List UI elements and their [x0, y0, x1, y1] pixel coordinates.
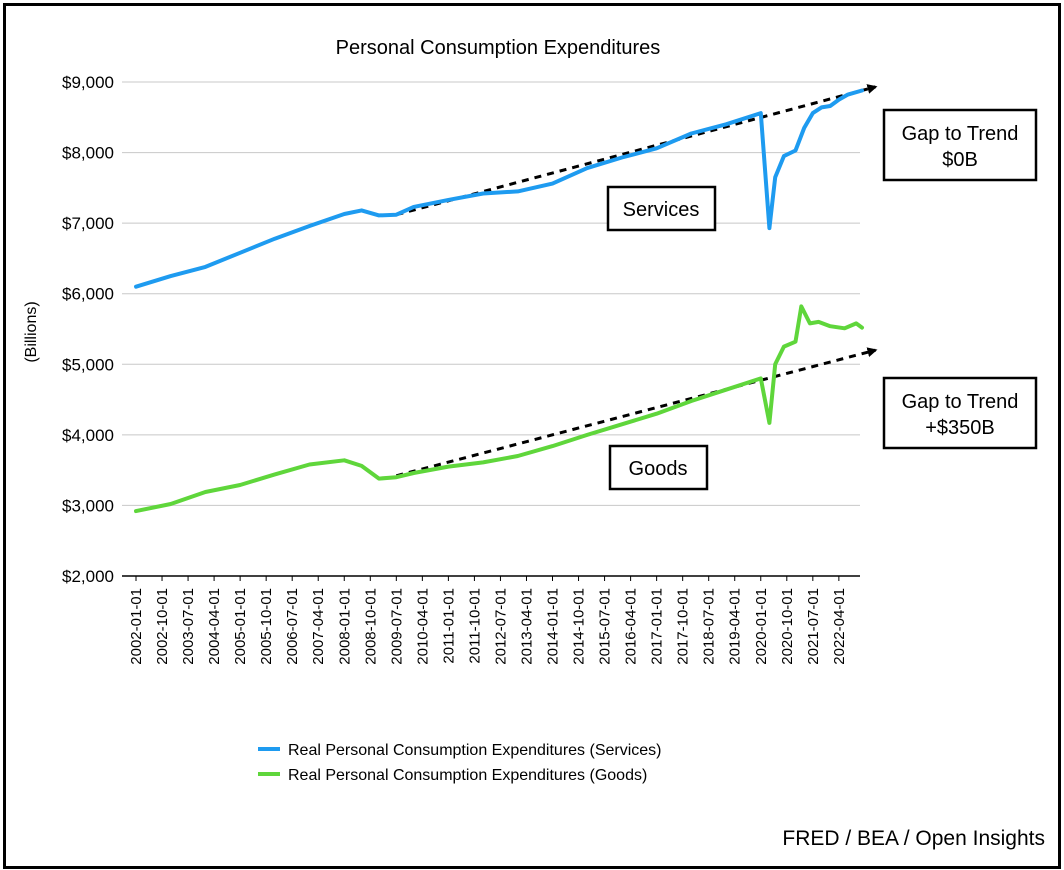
x-tick-label: 2017-01-01: [649, 588, 666, 665]
y-axis-label: (Billions): [23, 301, 40, 362]
x-tick-label: 2018-07-01: [701, 588, 718, 665]
x-tick-label: 2003-07-01: [180, 588, 197, 665]
y-tick-label: $4,000: [62, 426, 114, 445]
x-tick-label: 2020-01-01: [753, 588, 770, 665]
goods-series-line: [134, 304, 864, 514]
x-tick-label: 2008-10-01: [362, 588, 379, 665]
x-tick-label: 2002-10-01: [154, 588, 171, 665]
goods-gap-box: Gap to Trend +$350B: [882, 376, 1038, 450]
services-gap-line1: Gap to Trend: [902, 123, 1019, 145]
x-tick-label: 2008-01-01: [336, 588, 353, 665]
x-tick-label: 2016-04-01: [623, 588, 640, 665]
series-lines: [134, 88, 864, 514]
x-tick-label: 2005-01-01: [232, 588, 249, 665]
services-label: Services: [623, 199, 700, 221]
x-tick-label: 2022-04-01: [831, 588, 848, 665]
source-credit: FRED / BEA / Open Insights: [782, 827, 1045, 850]
x-tick-label: 2017-10-01: [675, 588, 692, 665]
x-tick-label: 2020-10-01: [779, 588, 796, 665]
x-tick-label: 2015-07-01: [597, 588, 614, 665]
services-series-line: [134, 88, 864, 289]
x-tick-label: 2011-01-01: [440, 588, 457, 664]
x-axis-ticks: 2002-01-01 2002-10-01 2003-07-01 2004-04-01…: [128, 576, 848, 665]
trend-lines: [395, 84, 878, 478]
services-label-box: Services: [606, 185, 717, 232]
legend-label-services: Real Personal Consumption Expenditures (…: [288, 742, 662, 759]
x-tick-label: 2013-04-01: [518, 588, 535, 665]
x-tick-label: 2009-07-01: [388, 588, 405, 665]
services-gap-line2: $0B: [942, 149, 978, 171]
goods-label-box: Goods: [608, 444, 709, 491]
goods-gap-line1: Gap to Trend: [902, 391, 1019, 413]
x-tick-label: 2004-04-01: [206, 588, 223, 665]
x-tick-label: 2002-01-01: [128, 588, 145, 665]
x-tick-label: 2006-07-01: [284, 588, 301, 665]
y-tick-label: $3,000: [62, 496, 114, 515]
x-tick-label: 2005-10-01: [258, 588, 275, 665]
chart-frame: [3, 3, 1061, 869]
x-tick-label: 2010-04-01: [414, 588, 431, 665]
y-tick-label: $9,000: [62, 73, 114, 92]
y-tick-label: $6,000: [62, 285, 114, 304]
legend-label-goods: Real Personal Consumption Expenditures (…: [288, 767, 647, 784]
chart-title: Personal Consumption Expenditures: [336, 37, 661, 59]
y-axis-ticks: $2,000 $3,000 $4,000 $5,000 $6,000 $7,000 $8,0…: [62, 73, 114, 586]
y-tick-label: $8,000: [62, 144, 114, 163]
x-tick-label: 2019-04-01: [727, 588, 744, 665]
goods-trend-arrow: [395, 347, 878, 478]
goods-gap-line2: +$350B: [925, 417, 995, 439]
y-tick-label: $2,000: [62, 567, 114, 586]
x-tick-label: 2011-10-01: [466, 588, 483, 664]
services-gap-box: Gap to Trend $0B: [882, 108, 1038, 182]
x-tick-label: 2012-07-01: [492, 588, 509, 665]
x-tick-label: 2007-04-01: [310, 588, 327, 665]
x-tick-label: 2014-10-01: [571, 588, 588, 665]
goods-label: Goods: [629, 458, 688, 480]
y-tick-label: $7,000: [62, 214, 114, 233]
x-tick-label: 2014-01-01: [545, 588, 562, 665]
x-tick-label: 2021-07-01: [805, 588, 822, 665]
grid: [122, 81, 860, 577]
legend: Real Personal Consumption Expenditures (…: [258, 742, 662, 784]
y-tick-label: $5,000: [62, 355, 114, 374]
